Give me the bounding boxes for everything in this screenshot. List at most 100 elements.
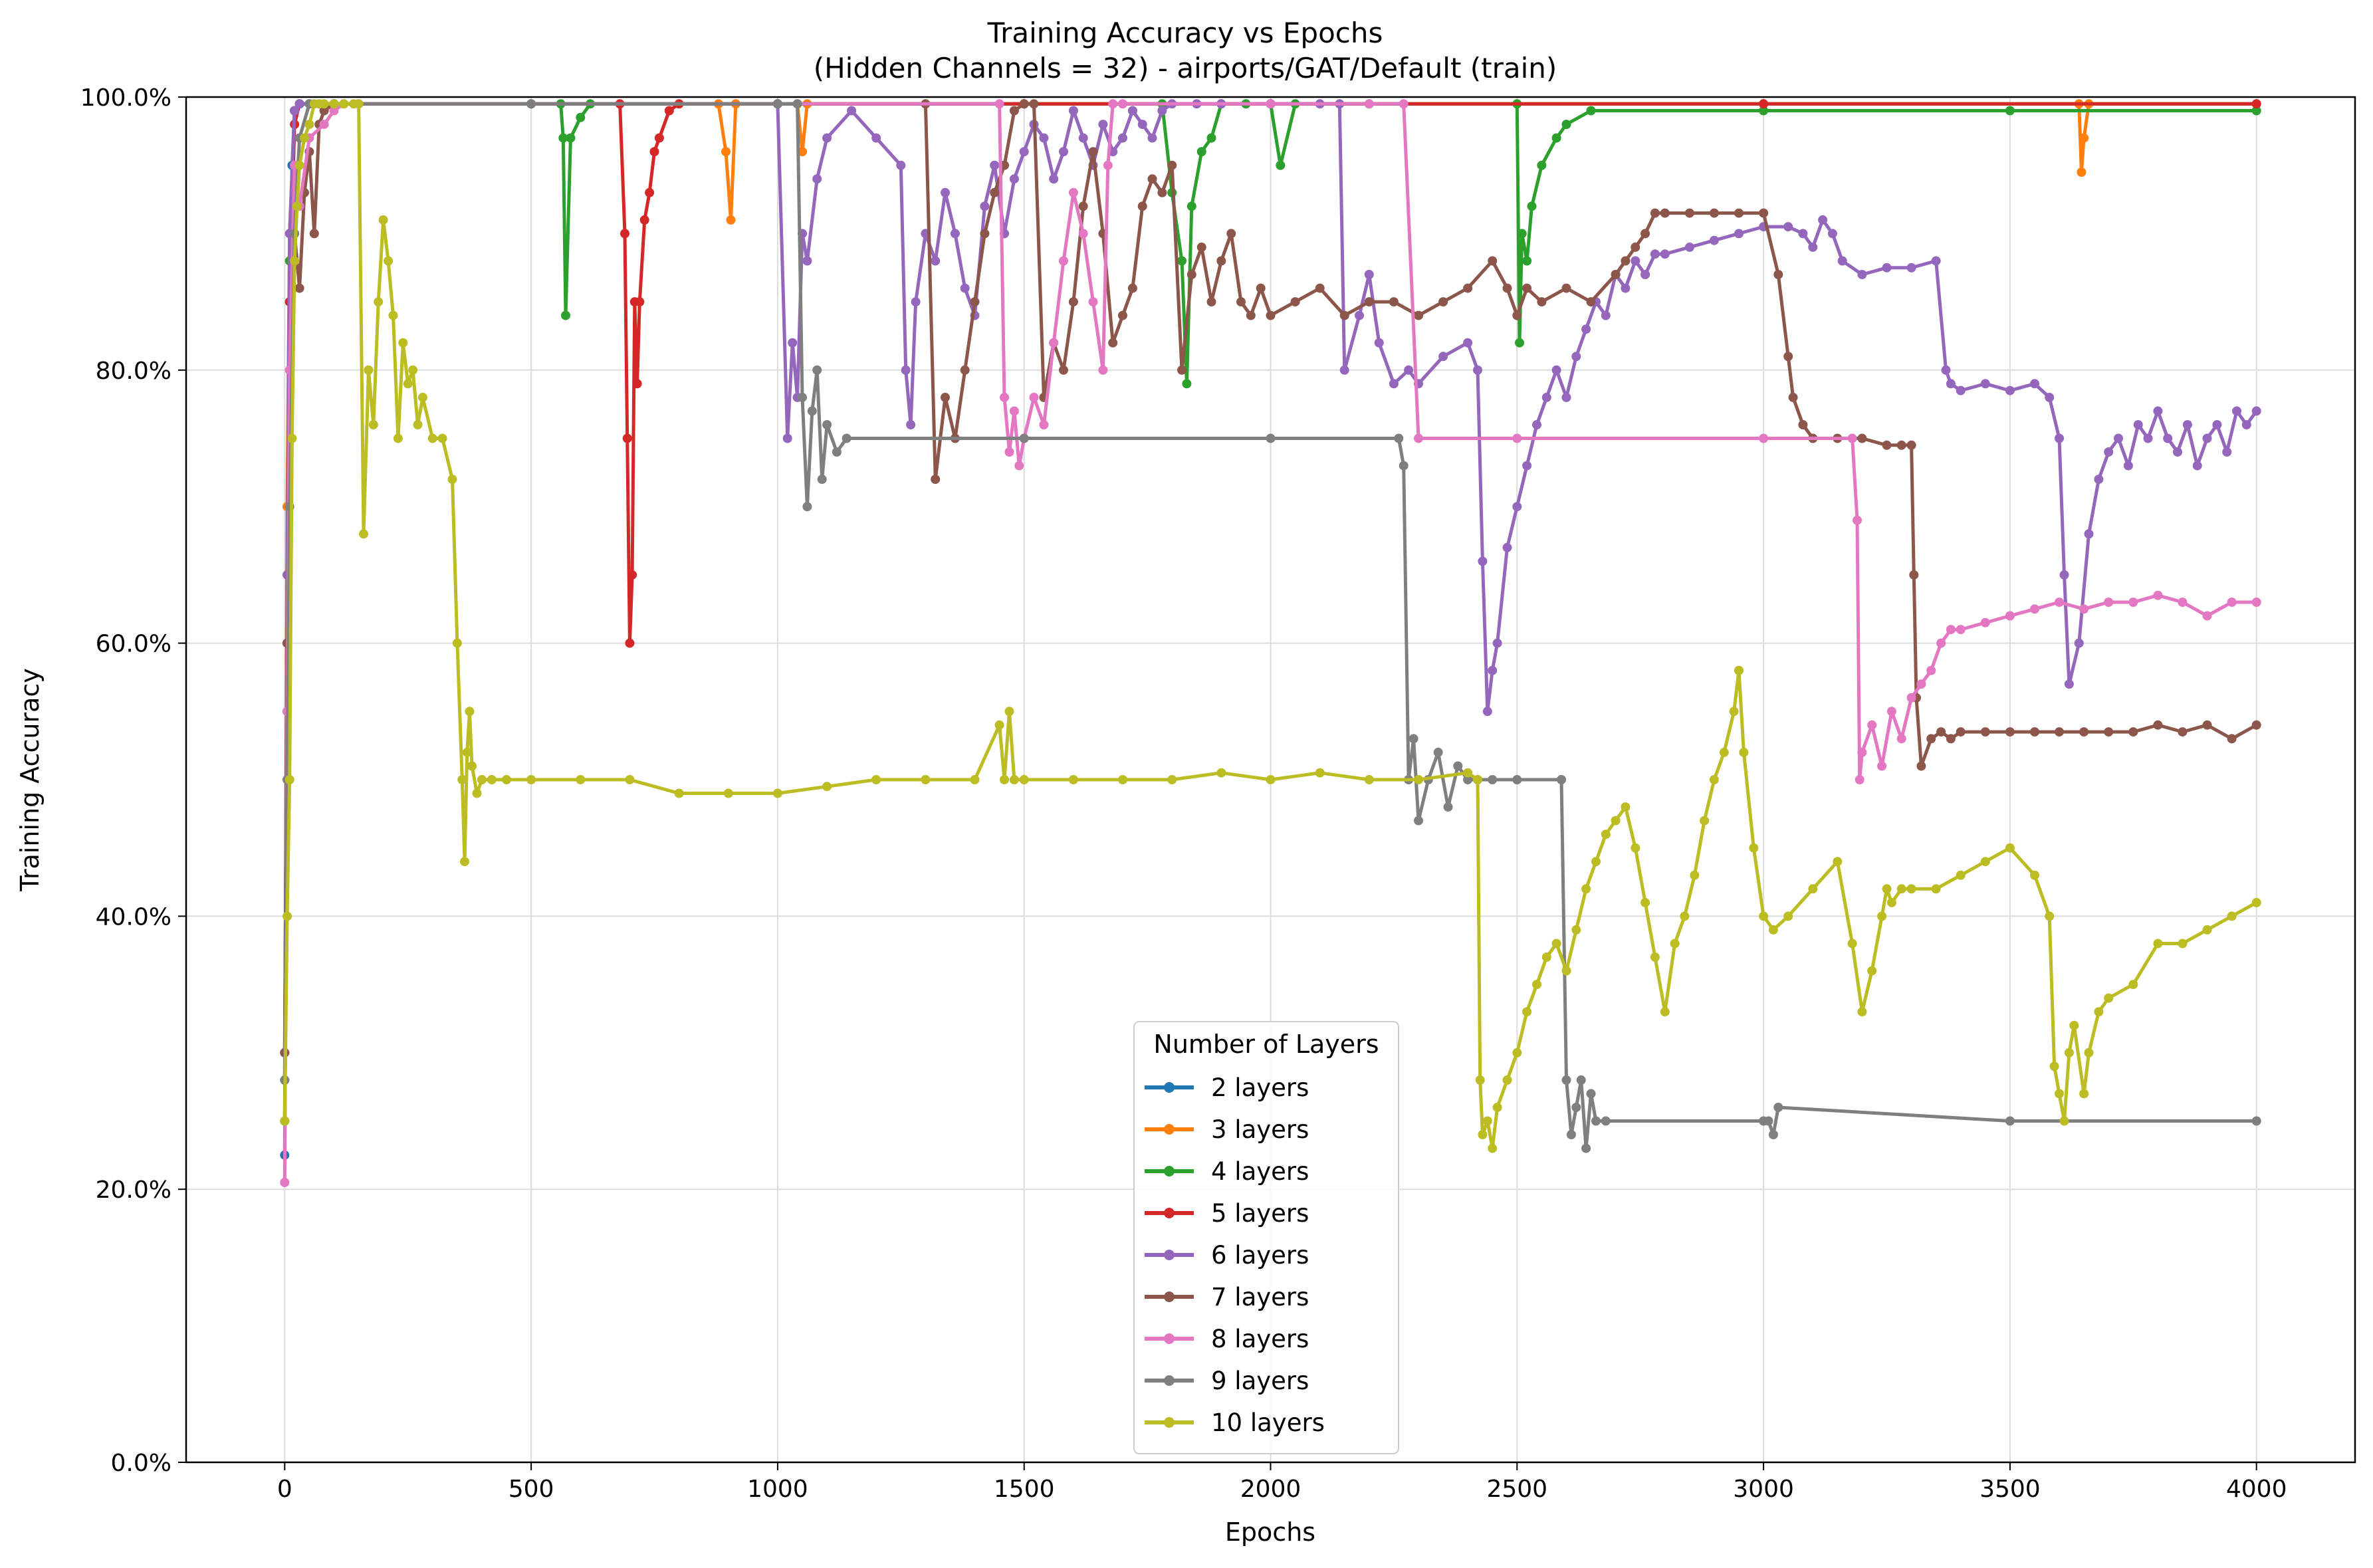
- data-point-6-layers: [2094, 475, 2104, 485]
- x-tick-label: 0: [277, 1476, 292, 1503]
- data-point-10-layers: [1734, 665, 1744, 675]
- data-point-7-layers: [1916, 761, 1926, 771]
- data-point-9-layers: [1414, 816, 1423, 826]
- data-point-6-layers: [1734, 229, 1744, 239]
- x-tick-label: 4000: [2226, 1476, 2287, 1503]
- data-point-6-layers: [1364, 270, 1374, 279]
- legend-item-9-layers: 9 layers: [1145, 1367, 1309, 1395]
- legend-label: 8 layers: [1211, 1325, 1309, 1353]
- data-point-9-layers: [842, 433, 851, 443]
- data-point-7-layers: [1196, 242, 1206, 252]
- data-point-9-layers: [526, 99, 536, 109]
- data-point-10-layers: [403, 379, 413, 389]
- data-point-10-layers: [465, 707, 475, 717]
- data-point-4-layers: [1196, 147, 1206, 157]
- data-point-7-layers: [1236, 297, 1246, 307]
- data-point-10-layers: [1551, 939, 1561, 949]
- data-point-10-layers: [1482, 1116, 1492, 1126]
- data-point-7-layers: [1561, 283, 1571, 293]
- data-point-10-layers: [290, 256, 300, 266]
- data-point-10-layers: [1004, 707, 1014, 717]
- data-point-10-layers: [1857, 1007, 1867, 1017]
- data-point-9-layers: [2251, 1116, 2261, 1126]
- data-point-10-layers: [2128, 980, 2138, 990]
- data-point-7-layers: [2227, 734, 2237, 744]
- data-point-7-layers: [1882, 440, 1892, 450]
- data-point-6-layers: [822, 133, 832, 143]
- data-point-7-layers: [1246, 310, 1256, 320]
- data-point-10-layers: [2059, 1116, 2069, 1126]
- data-point-8-layers: [1896, 734, 1906, 744]
- data-point-6-layers: [1571, 352, 1581, 362]
- data-point-10-layers: [822, 782, 832, 792]
- data-point-7-layers: [2202, 720, 2212, 730]
- data-point-3-layers: [2079, 133, 2089, 143]
- data-point-10-layers: [1068, 775, 1078, 784]
- data-point-6-layers: [2182, 420, 2192, 429]
- data-point-7-layers: [1909, 570, 1919, 580]
- legend-swatch-marker: [1164, 1417, 1175, 1428]
- data-point-8-layers: [1857, 747, 1867, 757]
- data-point-10-layers: [418, 392, 427, 402]
- data-point-7-layers: [1631, 242, 1640, 252]
- data-point-3-layers: [721, 147, 731, 157]
- data-point-10-layers: [2045, 911, 2055, 921]
- legend-swatch-marker: [1164, 1333, 1175, 1344]
- data-point-10-layers: [284, 775, 294, 784]
- data-point-10-layers: [1571, 925, 1581, 935]
- data-point-6-layers: [1078, 133, 1088, 143]
- data-point-5-layers: [622, 433, 632, 443]
- data-point-7-layers: [1709, 208, 1719, 218]
- data-point-9-layers: [832, 447, 842, 457]
- data-point-10-layers: [2064, 1048, 2074, 1058]
- data-point-10-layers: [304, 120, 314, 130]
- legend-item-3-layers: 3 layers: [1145, 1115, 1309, 1144]
- data-point-10-layers: [1833, 857, 1843, 867]
- data-point-5-layers: [625, 638, 635, 648]
- data-point-6-layers: [294, 99, 304, 109]
- data-point-6-layers: [1127, 106, 1137, 116]
- data-point-10-layers: [1502, 1075, 1512, 1085]
- data-point-8-layers: [2202, 611, 2212, 621]
- data-point-10-layers: [413, 420, 423, 429]
- data-point-8-layers: [1068, 187, 1078, 197]
- data-point-10-layers: [282, 911, 292, 921]
- data-point-6-layers: [1039, 133, 1049, 143]
- data-point-10-layers: [398, 338, 408, 348]
- data-point-7-layers: [309, 229, 319, 239]
- legend-swatch-marker: [1164, 1250, 1175, 1260]
- legend-swatch-marker: [1164, 1166, 1175, 1176]
- legend-item-7-layers: 7 layers: [1145, 1283, 1309, 1311]
- data-point-8-layers: [2128, 598, 2138, 607]
- data-point-9-layers: [1576, 1075, 1586, 1085]
- data-point-7-layers: [980, 229, 990, 239]
- data-point-6-layers: [1818, 215, 1828, 225]
- data-point-4-layers: [2005, 106, 2015, 116]
- data-point-6-layers: [2222, 447, 2232, 457]
- data-point-6-layers: [1551, 365, 1561, 375]
- legend-label: 5 layers: [1211, 1199, 1309, 1228]
- data-point-4-layers: [1561, 120, 1571, 130]
- data-point-6-layers: [2241, 420, 2251, 429]
- data-point-9-layers: [1409, 734, 1418, 744]
- data-point-10-layers: [2030, 870, 2039, 880]
- data-point-10-layers: [1601, 830, 1611, 840]
- data-point-8-layers: [1108, 99, 1118, 109]
- data-point-6-layers: [2153, 406, 2163, 416]
- data-point-6-layers: [1478, 556, 1488, 566]
- data-point-3-layers: [726, 215, 736, 225]
- data-point-8-layers: [1855, 775, 1864, 784]
- data-point-10-layers: [384, 256, 394, 266]
- data-point-8-layers: [2178, 598, 2188, 607]
- data-point-8-layers: [1039, 420, 1049, 429]
- data-point-10-layers: [2202, 925, 2212, 935]
- y-axis-label: Training Accuracy: [15, 668, 45, 892]
- data-point-7-layers: [2104, 727, 2114, 737]
- data-point-7-layers: [1019, 99, 1029, 109]
- data-point-6-layers: [1931, 256, 1941, 266]
- data-point-6-layers: [2192, 461, 2202, 471]
- data-point-9-layers: [798, 392, 807, 402]
- data-point-6-layers: [1640, 270, 1650, 279]
- data-point-4-layers: [1182, 379, 1192, 389]
- data-point-9-layers: [2005, 1116, 2015, 1126]
